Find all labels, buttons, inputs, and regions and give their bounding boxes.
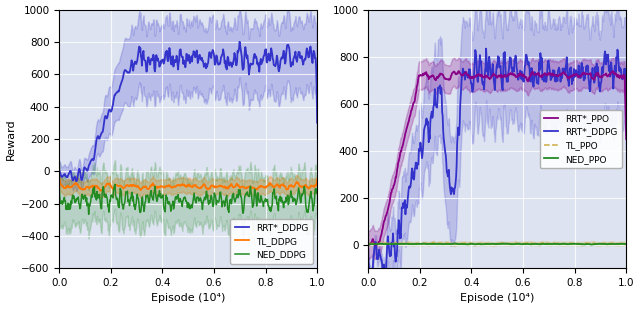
TL_DDPG <box>314 178 321 182</box>
Line: RRT*_DDPG: RRT*_DDPG <box>368 49 626 280</box>
RRT*_DDPG <box>490 70 497 74</box>
RRT*_PPO <box>489 73 497 77</box>
RRT*_DDPG <box>179 55 186 59</box>
Line: TL_DDPG: TL_DDPG <box>60 178 317 191</box>
Line: NED_PPO: NED_PPO <box>368 243 626 244</box>
RRT*_PPO <box>577 75 584 78</box>
TL_DDPG <box>268 182 275 186</box>
RRT*_DDPG <box>236 40 243 44</box>
Y-axis label: Reward: Reward <box>6 118 15 160</box>
RRT*_DDPG <box>268 49 276 53</box>
Legend: RRT*_DDPG, TL_DDPG, NED_DDPG: RRT*_DDPG, TL_DDPG, NED_DDPG <box>230 218 313 264</box>
RRT*_DDPG <box>617 67 625 71</box>
NED_PPO <box>617 242 625 246</box>
Line: NED_DDPG: NED_DDPG <box>60 184 317 214</box>
RRT*_PPO <box>622 137 630 141</box>
NED_DDPG <box>308 197 316 200</box>
RRT*_DDPG <box>505 69 513 72</box>
TL_PPO <box>364 242 372 246</box>
Line: RRT*_PPO: RRT*_PPO <box>368 71 626 245</box>
RRT*_PPO <box>455 69 463 73</box>
TL_DDPG <box>179 182 186 186</box>
RRT*_DDPG <box>483 47 490 50</box>
NED_DDPG <box>179 199 187 202</box>
NED_DDPG <box>314 190 321 194</box>
RRT*_DDPG <box>622 128 630 132</box>
RRT*_DDPG <box>195 53 203 57</box>
RRT*_DDPG <box>56 169 63 173</box>
RRT*_DDPG <box>209 49 217 53</box>
X-axis label: Episode (10⁴): Episode (10⁴) <box>460 294 534 303</box>
TL_DDPG <box>308 184 316 188</box>
RRT*_DDPG <box>314 121 321 125</box>
RRT*_DDPG <box>180 58 188 62</box>
Line: TL_PPO: TL_PPO <box>368 243 626 244</box>
NED_DDPG <box>180 196 188 200</box>
RRT*_DDPG <box>308 58 316 61</box>
TL_PPO <box>622 242 630 246</box>
TL_PPO <box>429 241 437 244</box>
Legend: RRT*_PPO, RRT*_DDPG, TL_PPO, NED_PPO: RRT*_PPO, RRT*_DDPG, TL_PPO, NED_PPO <box>540 110 621 168</box>
TL_DDPG <box>56 176 63 180</box>
RRT*_DDPG <box>519 79 527 83</box>
NED_PPO <box>588 243 595 246</box>
NED_PPO <box>488 242 495 246</box>
RRT*_PPO <box>364 243 372 247</box>
RRT*_PPO <box>617 75 625 79</box>
RRT*_DDPG <box>488 73 495 77</box>
RRT*_DDPG <box>72 180 80 183</box>
RRT*_PPO <box>518 74 526 78</box>
TL_PPO <box>488 242 495 246</box>
X-axis label: Episode (10⁴): Episode (10⁴) <box>151 294 225 303</box>
RRT*_PPO <box>488 76 495 79</box>
NED_PPO <box>577 242 584 246</box>
TL_DDPG <box>209 184 217 188</box>
NED_PPO <box>622 242 630 246</box>
Line: RRT*_DDPG: RRT*_DDPG <box>60 42 317 181</box>
TL_PPO <box>505 242 513 246</box>
RRT*_DDPG <box>364 254 372 257</box>
NED_DDPG <box>111 183 119 186</box>
NED_PPO <box>451 242 459 245</box>
TL_PPO <box>489 242 497 246</box>
NED_PPO <box>489 242 497 246</box>
NED_DDPG <box>85 213 93 216</box>
NED_DDPG <box>268 205 276 209</box>
TL_PPO <box>617 242 625 245</box>
NED_PPO <box>504 242 512 246</box>
NED_PPO <box>518 242 526 246</box>
TL_PPO <box>490 243 498 246</box>
TL_DDPG <box>195 186 203 190</box>
TL_PPO <box>519 241 527 245</box>
NED_DDPG <box>210 200 218 204</box>
NED_PPO <box>364 243 372 246</box>
TL_PPO <box>577 242 584 246</box>
RRT*_DDPG <box>382 278 390 282</box>
TL_DDPG <box>180 183 188 186</box>
RRT*_PPO <box>504 73 512 77</box>
NED_DDPG <box>56 184 63 188</box>
NED_DDPG <box>196 198 204 202</box>
TL_DDPG <box>97 189 105 193</box>
RRT*_DDPG <box>577 76 584 80</box>
